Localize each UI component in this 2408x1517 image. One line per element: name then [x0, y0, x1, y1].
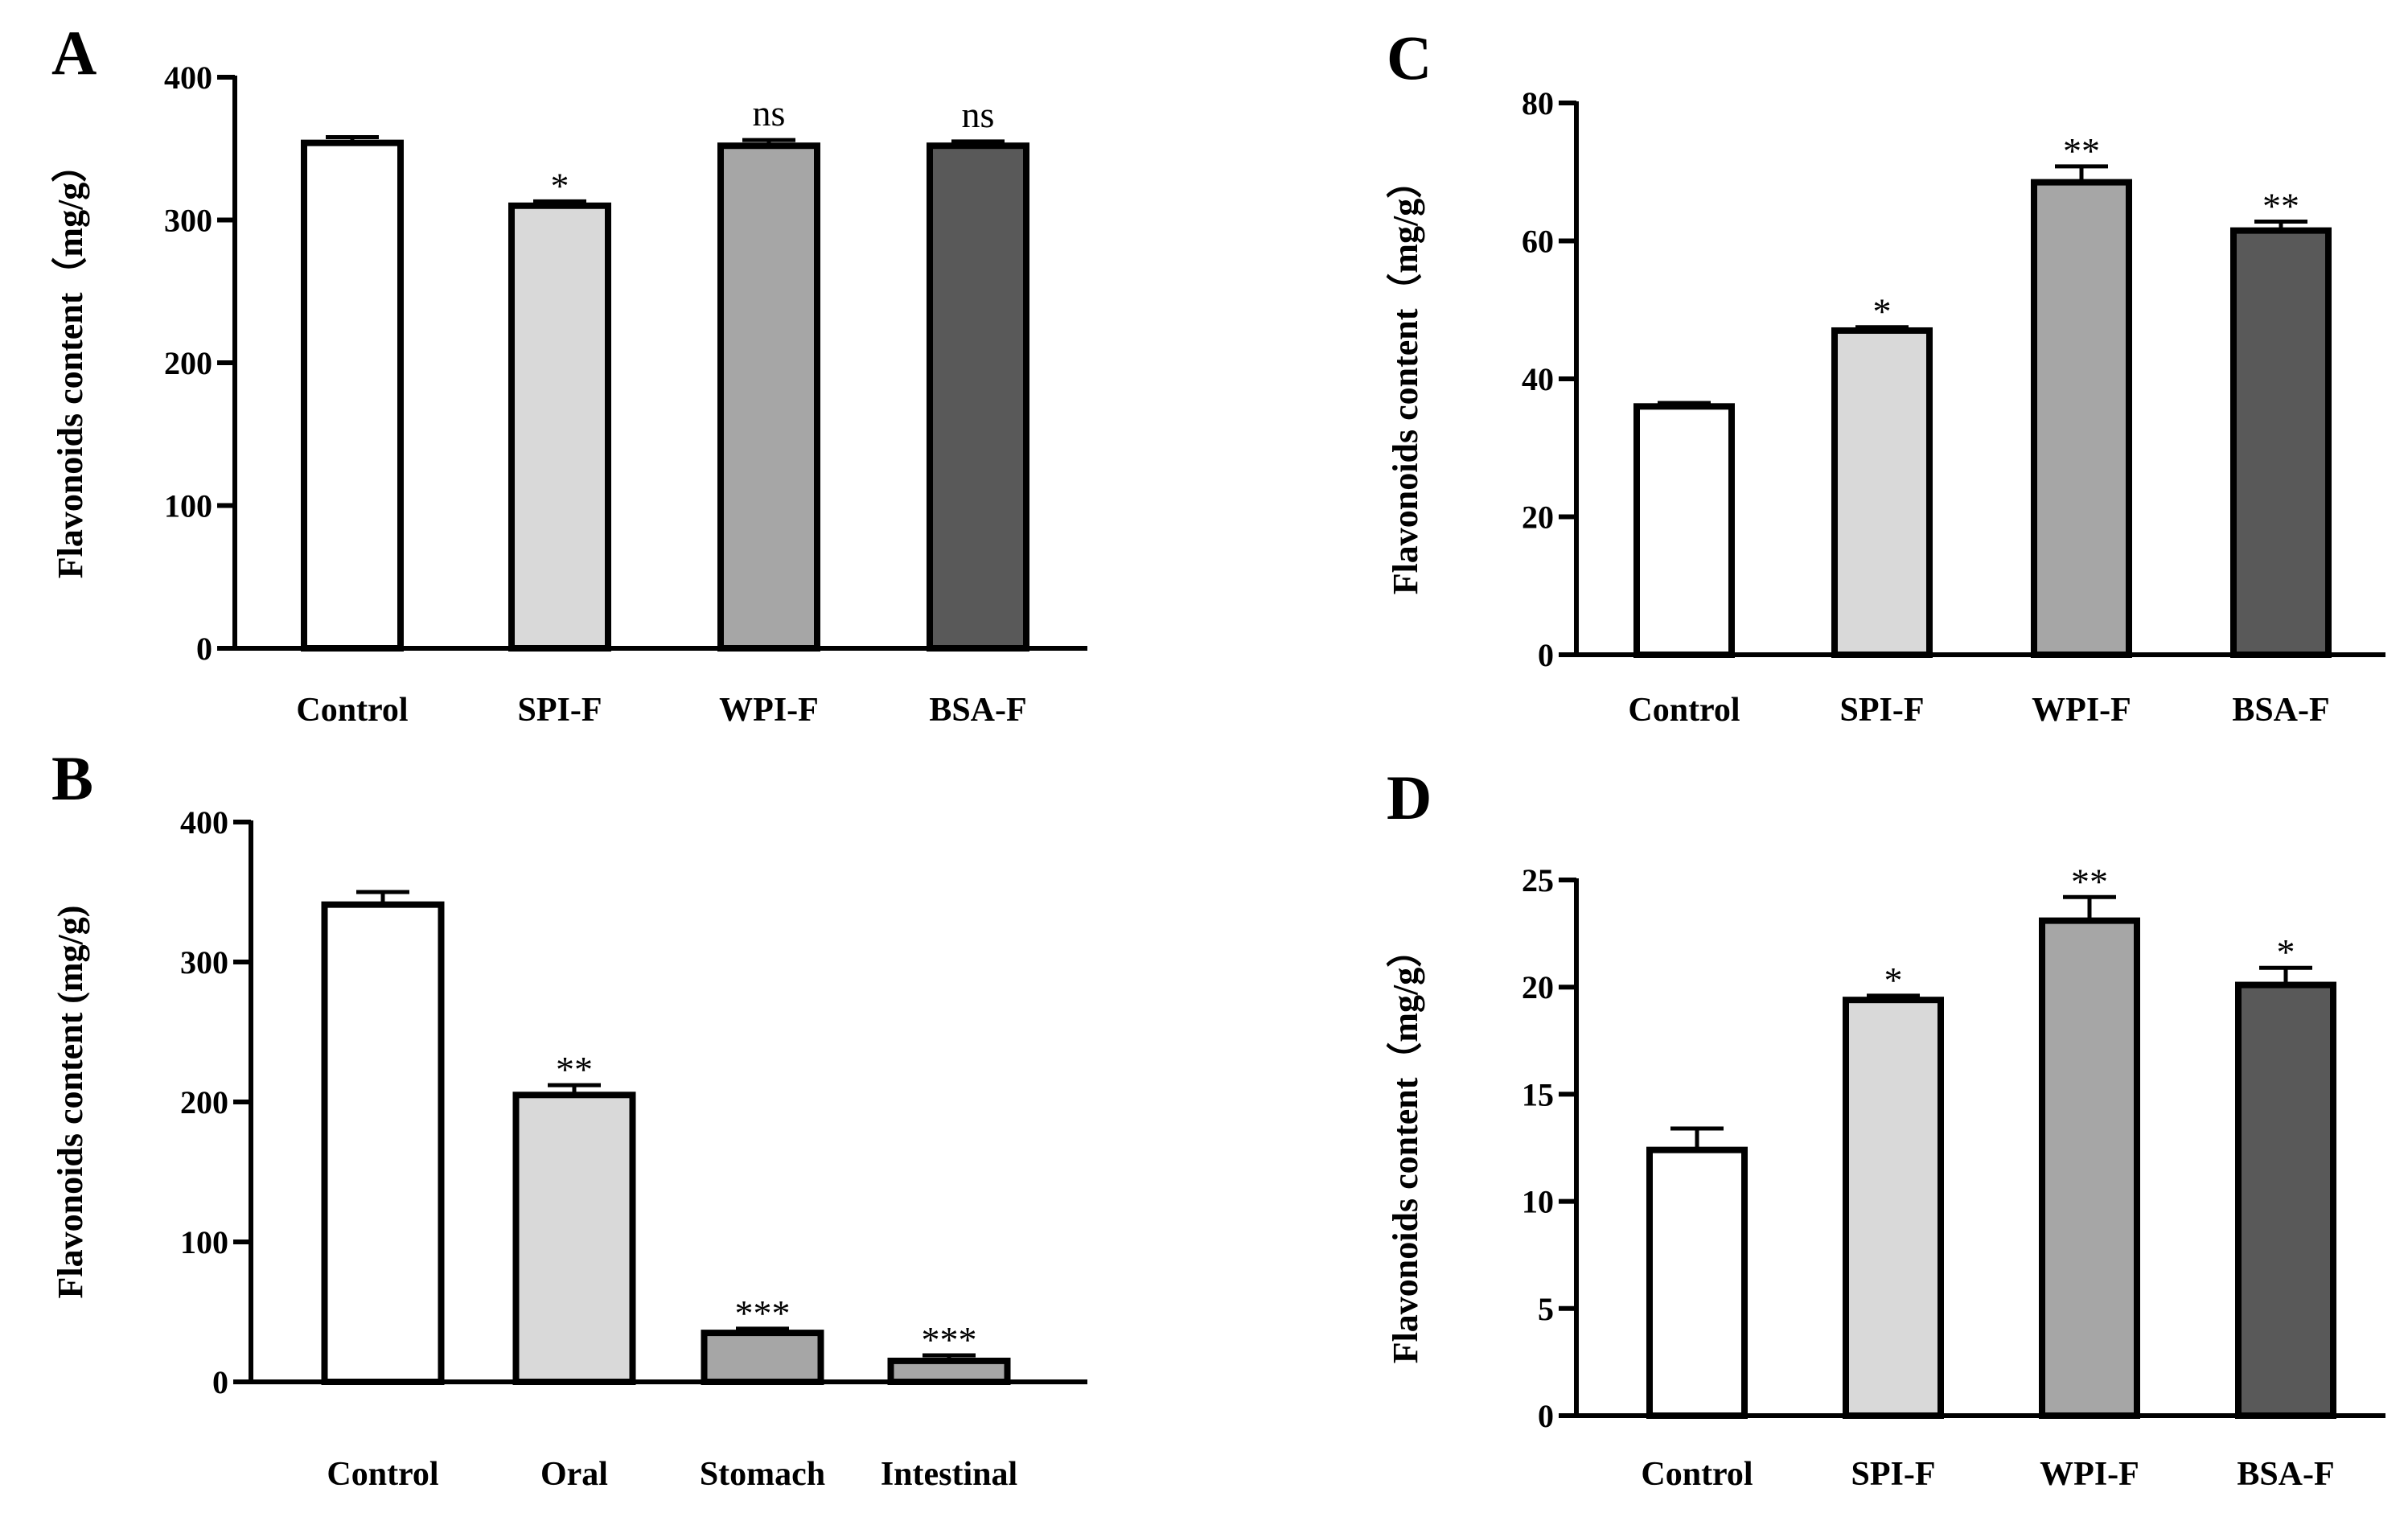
- panel-c-category-label: BSA-F: [2232, 692, 2329, 729]
- panel-b-y-tick-label: 0: [212, 1364, 228, 1400]
- panel-d-significance-label: *: [1884, 960, 1903, 1001]
- panel-a-y-tick-label: 300: [164, 203, 212, 239]
- panel-d-significance-label: **: [2071, 861, 2108, 902]
- panel-a-category-label: BSA-F: [929, 692, 1026, 729]
- panel-d-significance-label: *: [2277, 931, 2295, 972]
- panel-c-y-tick-label: 60: [1522, 224, 1554, 260]
- panel-b-category-label: Control: [327, 1456, 438, 1493]
- panel-a-category-label: WPI-F: [719, 692, 819, 729]
- panel-d-y-tick-label: 5: [1538, 1291, 1554, 1327]
- panel-d-category-label: BSA-F: [2237, 1456, 2334, 1493]
- panel-c-category-label: SPI-F: [1840, 692, 1925, 729]
- panel-b-bar: [512, 1092, 636, 1386]
- panel-b-bar: [701, 1330, 824, 1385]
- panel-c-y-tick-label: 40: [1522, 361, 1554, 397]
- panel-a-bar: [717, 142, 820, 652]
- panel-c-bar: [2230, 227, 2332, 658]
- panel-letter-c: C: [1387, 23, 1432, 92]
- panel-b-bar: [321, 901, 445, 1386]
- panel-c-category-label: Control: [1628, 692, 1740, 729]
- panel-d-bar: [2039, 917, 2140, 1419]
- panel-a: A 0 100 200 300 400 Flavonoids content（mg/g） C…: [51, 18, 1087, 729]
- panel-d-bar: [2235, 981, 2336, 1419]
- panel-c-significance-label: **: [2063, 130, 2100, 171]
- panel-a-y-tick-label: 400: [164, 60, 212, 96]
- panel-b-significance-label: ***: [922, 1319, 977, 1360]
- panel-a-category-label: SPI-F: [518, 692, 602, 729]
- panel-c-bar: [1831, 327, 1933, 658]
- panel-b-significance-label: **: [556, 1049, 593, 1090]
- panel-a-bar: [927, 142, 1029, 652]
- panel-c-significance-label: *: [1873, 291, 1892, 332]
- panel-a-y-axis-label: Flavonoids content（mg/g）: [51, 147, 90, 579]
- panel-c-y-tick-label: 20: [1522, 500, 1554, 536]
- panel-letter-d: D: [1387, 763, 1432, 832]
- panel-letter-b: B: [51, 743, 93, 813]
- panel-d: D 0 5 10 15 20 25 Flavonoids content（mg/g） Cont…: [1386, 763, 2385, 1493]
- panel-d-category-label: WPI-F: [2040, 1456, 2139, 1493]
- panel-d-bar: [1843, 997, 1944, 1419]
- panel-a-bar: [508, 202, 611, 652]
- panel-c-y-axis-label: Flavonoids content（mg/g）: [1386, 163, 1425, 595]
- panel-c-bar: [2031, 179, 2132, 659]
- panel-b-y-tick-label: 300: [180, 944, 228, 980]
- panel-a-bar: [301, 139, 404, 652]
- panel-c-significance-label: **: [2262, 185, 2299, 226]
- panel-c-y-tick-label: 0: [1538, 637, 1554, 673]
- panel-b-y-tick-label: 400: [180, 804, 228, 841]
- panel-a-significance-label: ns: [962, 94, 995, 135]
- panel-b-y-tick-label: 100: [180, 1224, 228, 1260]
- panel-b-y-axis-label: Flavonoids content (mg/g): [51, 906, 90, 1299]
- panel-b-category-label: Oral: [540, 1456, 608, 1493]
- panel-d-category-label: Control: [1641, 1456, 1753, 1493]
- panel-c-category-label: WPI-F: [2032, 692, 2131, 729]
- panel-a-y-tick-label: 100: [164, 488, 212, 524]
- panel-d-y-tick-label: 10: [1522, 1184, 1554, 1220]
- panel-letter-a: A: [51, 18, 97, 88]
- panel-b-y-tick-label: 200: [180, 1084, 228, 1120]
- panel-b-category-label: Stomach: [700, 1456, 825, 1493]
- panel-d-y-tick-label: 15: [1522, 1076, 1554, 1112]
- panel-c: C 0 20 40 60 80 Flavonoids content（mg/g） Contr…: [1386, 23, 2385, 729]
- panel-d-bar: [1646, 1146, 1748, 1419]
- panel-a-significance-label: *: [551, 165, 569, 206]
- panel-a-category-label: Control: [296, 692, 408, 729]
- panel-a-y-tick-label: 200: [164, 345, 212, 381]
- panel-b-bar: [887, 1357, 1011, 1386]
- panel-d-category-label: SPI-F: [1851, 1456, 1936, 1493]
- panel-a-significance-label: ns: [753, 92, 786, 134]
- panel-d-y-tick-label: 25: [1522, 862, 1554, 898]
- panel-c-y-tick-label: 80: [1522, 85, 1554, 121]
- panel-d-y-axis-label: Flavonoids content（mg/g）: [1386, 932, 1425, 1364]
- panel-c-bar: [1633, 403, 1735, 658]
- panel-b-category-label: Intestinal: [881, 1456, 1017, 1493]
- panel-d-y-tick-label: 20: [1522, 969, 1554, 1005]
- panel-d-y-tick-label: 0: [1538, 1398, 1554, 1434]
- panel-a-y-tick-label: 0: [196, 631, 212, 667]
- panel-b: B 0 100 200 300 400 Flavonoids content (mg/g)…: [51, 743, 1087, 1493]
- panel-b-significance-label: ***: [735, 1293, 791, 1334]
